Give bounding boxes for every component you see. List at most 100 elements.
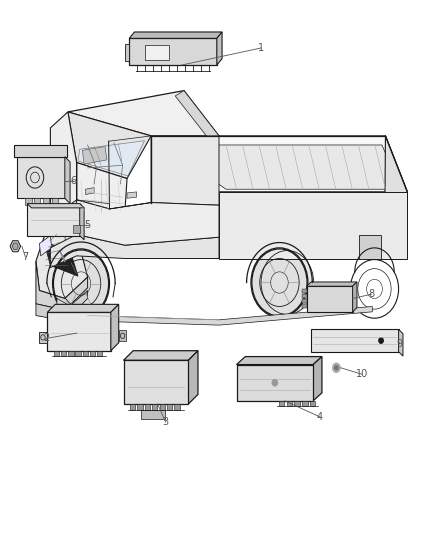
Polygon shape [44, 241, 78, 276]
Polygon shape [39, 236, 52, 256]
Polygon shape [77, 163, 219, 245]
Polygon shape [47, 304, 119, 312]
Polygon shape [310, 401, 315, 406]
Polygon shape [36, 219, 88, 298]
Polygon shape [36, 290, 88, 321]
Polygon shape [85, 188, 94, 195]
Text: 1: 1 [258, 43, 264, 53]
Polygon shape [188, 351, 198, 404]
Polygon shape [25, 198, 32, 205]
Polygon shape [82, 147, 107, 164]
Polygon shape [61, 351, 66, 356]
Circle shape [252, 249, 307, 316]
Polygon shape [14, 145, 67, 157]
Polygon shape [50, 235, 219, 268]
Polygon shape [302, 294, 307, 298]
Polygon shape [68, 112, 151, 179]
Polygon shape [130, 404, 135, 410]
Polygon shape [145, 404, 150, 410]
Circle shape [379, 338, 383, 343]
Polygon shape [39, 332, 47, 343]
Polygon shape [151, 136, 407, 192]
Polygon shape [302, 289, 307, 293]
Text: 4: 4 [317, 412, 323, 422]
Polygon shape [57, 298, 372, 325]
Polygon shape [36, 261, 88, 310]
Polygon shape [12, 243, 18, 249]
Polygon shape [65, 235, 77, 246]
Polygon shape [68, 91, 219, 136]
Polygon shape [385, 136, 407, 259]
Polygon shape [359, 235, 381, 259]
Text: 7: 7 [22, 252, 28, 262]
Polygon shape [162, 145, 401, 189]
Text: 5: 5 [85, 220, 91, 230]
Polygon shape [50, 200, 77, 248]
Polygon shape [129, 38, 217, 65]
Polygon shape [34, 198, 40, 205]
Polygon shape [129, 32, 222, 38]
Polygon shape [353, 282, 357, 312]
Polygon shape [65, 157, 70, 204]
Polygon shape [302, 299, 307, 303]
Polygon shape [52, 198, 58, 205]
Polygon shape [141, 410, 165, 419]
Circle shape [272, 379, 278, 386]
Polygon shape [217, 32, 222, 65]
Polygon shape [307, 282, 357, 286]
Polygon shape [50, 112, 77, 251]
Text: 9: 9 [396, 339, 403, 349]
Text: 2: 2 [43, 334, 49, 343]
Text: 6: 6 [71, 176, 77, 186]
Polygon shape [47, 312, 111, 351]
Polygon shape [167, 404, 172, 410]
Polygon shape [127, 192, 137, 198]
Polygon shape [27, 204, 84, 208]
Text: 8: 8 [368, 289, 374, 299]
Polygon shape [73, 225, 80, 233]
Polygon shape [294, 401, 300, 406]
Polygon shape [80, 204, 84, 240]
Circle shape [335, 366, 338, 370]
Polygon shape [125, 44, 129, 61]
Polygon shape [399, 329, 403, 356]
Polygon shape [145, 45, 169, 60]
Circle shape [261, 251, 314, 314]
Polygon shape [83, 351, 88, 356]
Polygon shape [124, 351, 198, 360]
Polygon shape [279, 401, 284, 406]
Polygon shape [175, 91, 219, 140]
Polygon shape [151, 136, 219, 205]
Polygon shape [302, 401, 307, 406]
Polygon shape [77, 163, 127, 213]
Polygon shape [17, 157, 65, 198]
Polygon shape [90, 351, 95, 356]
Polygon shape [219, 192, 407, 259]
Polygon shape [302, 304, 307, 308]
Polygon shape [159, 404, 165, 410]
Polygon shape [138, 404, 143, 410]
Polygon shape [75, 351, 81, 356]
Polygon shape [111, 304, 119, 351]
Polygon shape [311, 329, 399, 352]
Polygon shape [10, 241, 21, 252]
Polygon shape [174, 404, 180, 410]
Polygon shape [27, 204, 80, 236]
Circle shape [332, 363, 340, 373]
Polygon shape [307, 286, 353, 312]
Polygon shape [237, 365, 313, 401]
Polygon shape [43, 198, 49, 205]
Polygon shape [237, 357, 322, 365]
Circle shape [53, 250, 109, 317]
Polygon shape [152, 404, 158, 410]
Polygon shape [97, 351, 102, 356]
Polygon shape [54, 351, 59, 356]
Polygon shape [68, 351, 74, 356]
Polygon shape [313, 357, 322, 401]
Polygon shape [78, 141, 145, 176]
Text: 10: 10 [356, 369, 368, 379]
Polygon shape [119, 330, 126, 341]
Text: 3: 3 [162, 417, 169, 427]
Polygon shape [124, 360, 188, 404]
Polygon shape [286, 401, 292, 406]
